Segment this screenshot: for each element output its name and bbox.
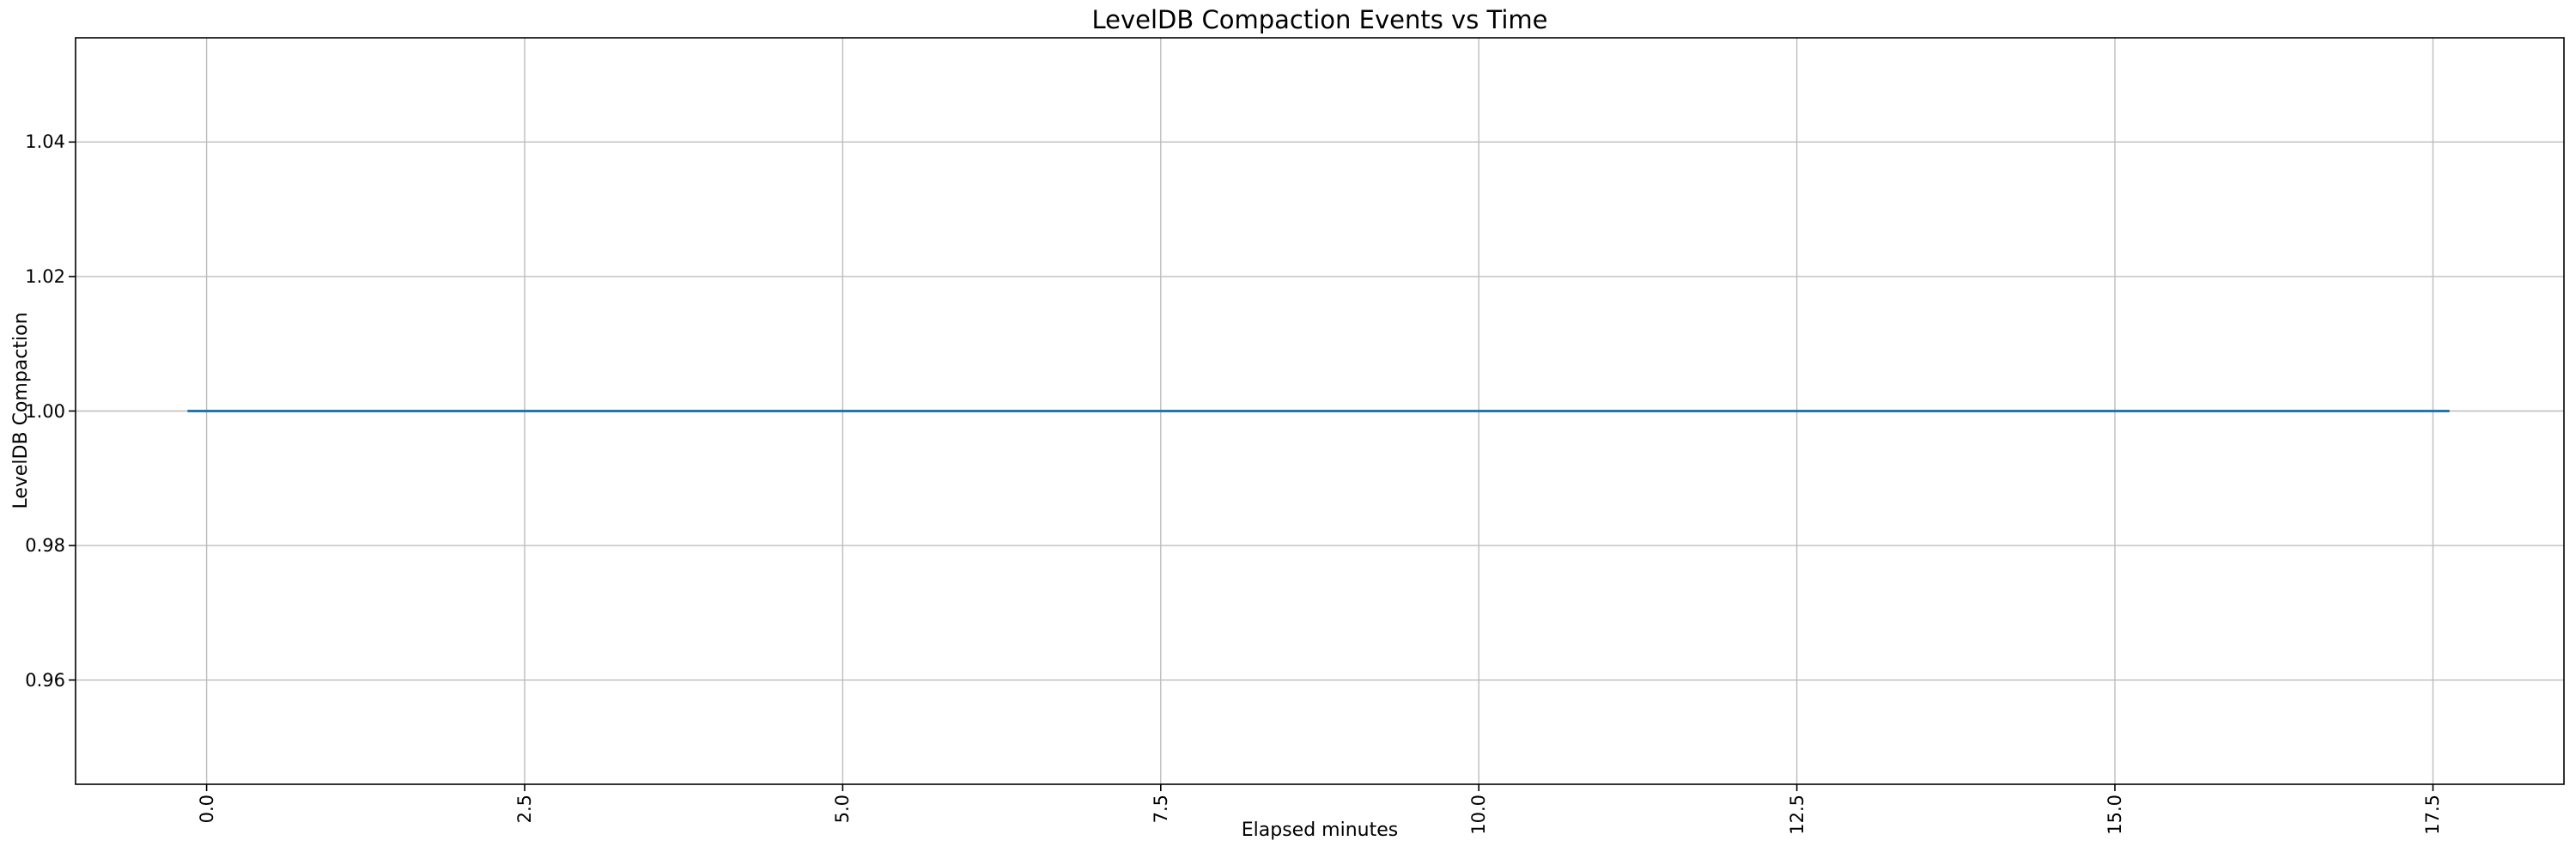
x-axis-label: Elapsed minutes	[1241, 819, 1399, 841]
y-tick-label: 0.96	[25, 669, 65, 691]
y-axis-label-wrap: LevelDB Compaction	[10, 312, 32, 509]
axes-spines	[75, 37, 2565, 785]
y-tick-label: 1.04	[25, 131, 65, 153]
y-axis-label: LevelDB Compaction	[10, 312, 32, 509]
y-tick-label: 1.02	[25, 265, 65, 287]
y-tick-label: 1.00	[25, 400, 65, 422]
y-tick-label: 0.98	[25, 535, 65, 557]
chart-title: LevelDB Compaction Events vs Time	[1091, 5, 1548, 34]
